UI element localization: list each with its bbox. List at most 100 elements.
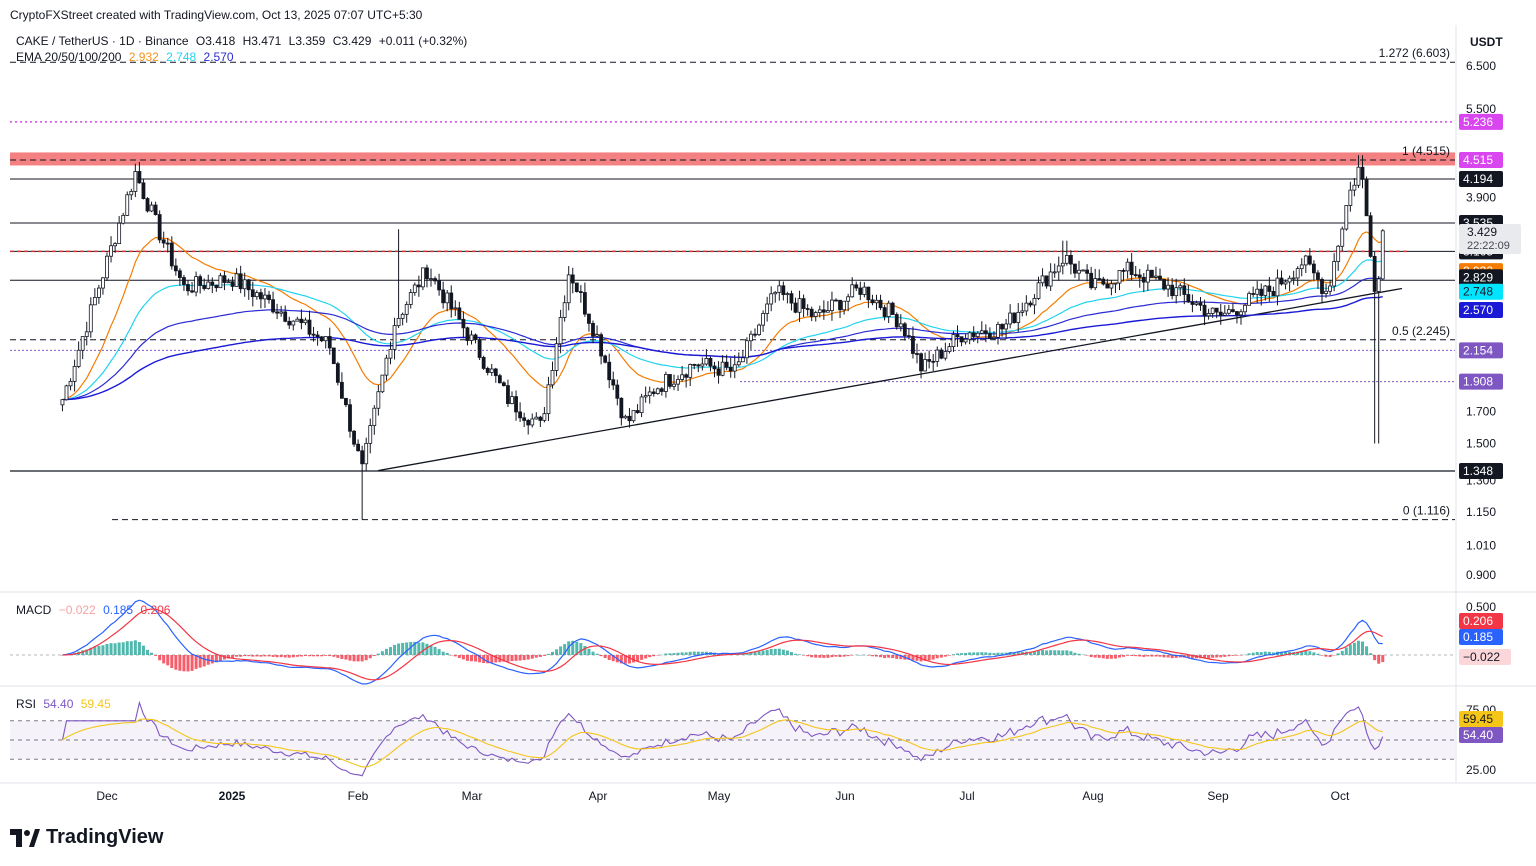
macd-signal-line	[62, 608, 1383, 681]
candle-body	[959, 336, 964, 343]
candle-body	[1141, 276, 1146, 283]
candle-body	[591, 323, 595, 337]
candle-body	[1279, 277, 1284, 285]
macd-histogram-bar	[510, 655, 514, 662]
candle-body	[97, 287, 101, 298]
price-label-4.515: 4.515	[1463, 153, 1493, 167]
macd-histogram-bar	[1300, 651, 1304, 655]
macd-histogram-bar	[684, 652, 688, 655]
macd-histogram-bar	[960, 653, 964, 655]
price-axis-tick: 3.900	[1466, 191, 1496, 205]
macd-histogram-bar	[1186, 655, 1190, 659]
macd-histogram-bar	[1328, 655, 1332, 657]
macd-histogram-bar	[830, 655, 834, 658]
candle-body	[1113, 282, 1118, 285]
ohlc-close: C3.429	[332, 34, 372, 48]
candle-body	[830, 299, 834, 311]
macd-histogram-bar	[146, 649, 149, 655]
macd-histogram-bar	[85, 649, 89, 655]
macd-histogram-bar	[583, 645, 587, 655]
candle-body	[283, 311, 288, 322]
macd-histogram-bar	[1085, 655, 1089, 656]
macd-histogram-bar	[1280, 651, 1283, 655]
candle-body	[1316, 272, 1320, 280]
macd-histogram-bar	[611, 655, 615, 662]
candle-body	[141, 182, 146, 199]
candle-body	[1012, 312, 1017, 324]
candle-body	[753, 333, 757, 336]
macd-histogram-bar	[324, 655, 328, 656]
candle-body	[392, 325, 397, 350]
macd-histogram-bar	[81, 650, 85, 655]
macd-histogram-bar	[125, 641, 129, 655]
macd-histogram-bar	[1377, 655, 1381, 664]
candle-body	[129, 191, 134, 196]
macd-histogram-bar	[1045, 650, 1049, 655]
candle-body	[1073, 263, 1077, 274]
candle-body	[437, 280, 442, 291]
candle-body	[186, 284, 190, 292]
candle-body	[1089, 272, 1094, 289]
ema-label[interactable]: EMA 20/50/100/200	[16, 50, 122, 64]
candle-body	[287, 320, 292, 326]
price-axis-tick: 6.500	[1466, 59, 1496, 73]
candle-body	[1170, 284, 1175, 297]
macd-histogram-bar	[559, 646, 563, 655]
macd-histogram-bar	[1356, 640, 1360, 655]
candle-body	[927, 359, 932, 362]
macd-histogram-bar	[1190, 655, 1194, 659]
candle-body	[230, 281, 235, 287]
macd-histogram-bar	[542, 655, 546, 656]
rsi-label[interactable]: RSI	[16, 697, 37, 711]
ema50-value: 2.748	[166, 50, 197, 64]
candle-body	[1174, 287, 1179, 297]
rsi-value: 54.40	[43, 697, 74, 711]
currency-label[interactable]: USDT	[1470, 35, 1503, 49]
candle-body	[1312, 263, 1316, 274]
macd-histogram-bar	[89, 647, 93, 655]
candle-body	[344, 397, 348, 406]
candle-body	[947, 346, 952, 352]
candle-body	[676, 379, 680, 385]
candle-body	[659, 388, 664, 392]
candle-body	[1004, 323, 1008, 330]
macd-histogram-bar	[348, 655, 352, 661]
axes: 6.5005.5003.9001.7001.5001.3001.1501.010…	[96, 59, 1496, 803]
macd-histogram-bar	[927, 655, 931, 661]
candle-body	[692, 364, 697, 366]
candle-body	[801, 298, 806, 309]
macd-histogram-bar	[409, 642, 413, 655]
macd-histogram-bar	[231, 655, 235, 659]
candle-body	[749, 333, 753, 342]
candle-body	[1016, 311, 1021, 324]
macd-label[interactable]: MACD	[16, 603, 52, 617]
candle-body	[177, 270, 182, 278]
macd-histogram-bar	[93, 646, 97, 655]
candle-body	[894, 314, 899, 328]
candle-body	[1239, 311, 1243, 316]
macd-histogram-bar	[915, 655, 919, 661]
candle-body	[299, 318, 304, 324]
macd-histogram-bar	[340, 655, 344, 660]
symbol-name[interactable]: CAKE / TetherUS · 1D · Binance	[16, 34, 189, 48]
macd-histogram-bar	[1324, 655, 1328, 657]
price-label-2.748: 2.748	[1463, 285, 1493, 299]
macd-histogram-bar	[810, 655, 814, 658]
candle-body	[315, 334, 320, 338]
macd-histogram-bar	[1162, 655, 1166, 658]
macd-histogram-bar	[97, 645, 101, 655]
macd-histogram-bar	[109, 643, 113, 655]
macd-histogram-bar	[137, 641, 141, 655]
candle-body	[449, 292, 454, 310]
ascending-trendline	[377, 287, 1403, 472]
candle-body	[789, 293, 794, 304]
macd-histogram-bar	[393, 644, 397, 655]
tradingview-logo-icon	[10, 828, 40, 847]
macd-histogram-bar	[1203, 655, 1207, 659]
time-axis-tick: Sep	[1207, 789, 1229, 803]
candle-body	[979, 330, 984, 334]
macd-histogram-bar	[757, 651, 761, 655]
candle-body	[793, 302, 798, 313]
